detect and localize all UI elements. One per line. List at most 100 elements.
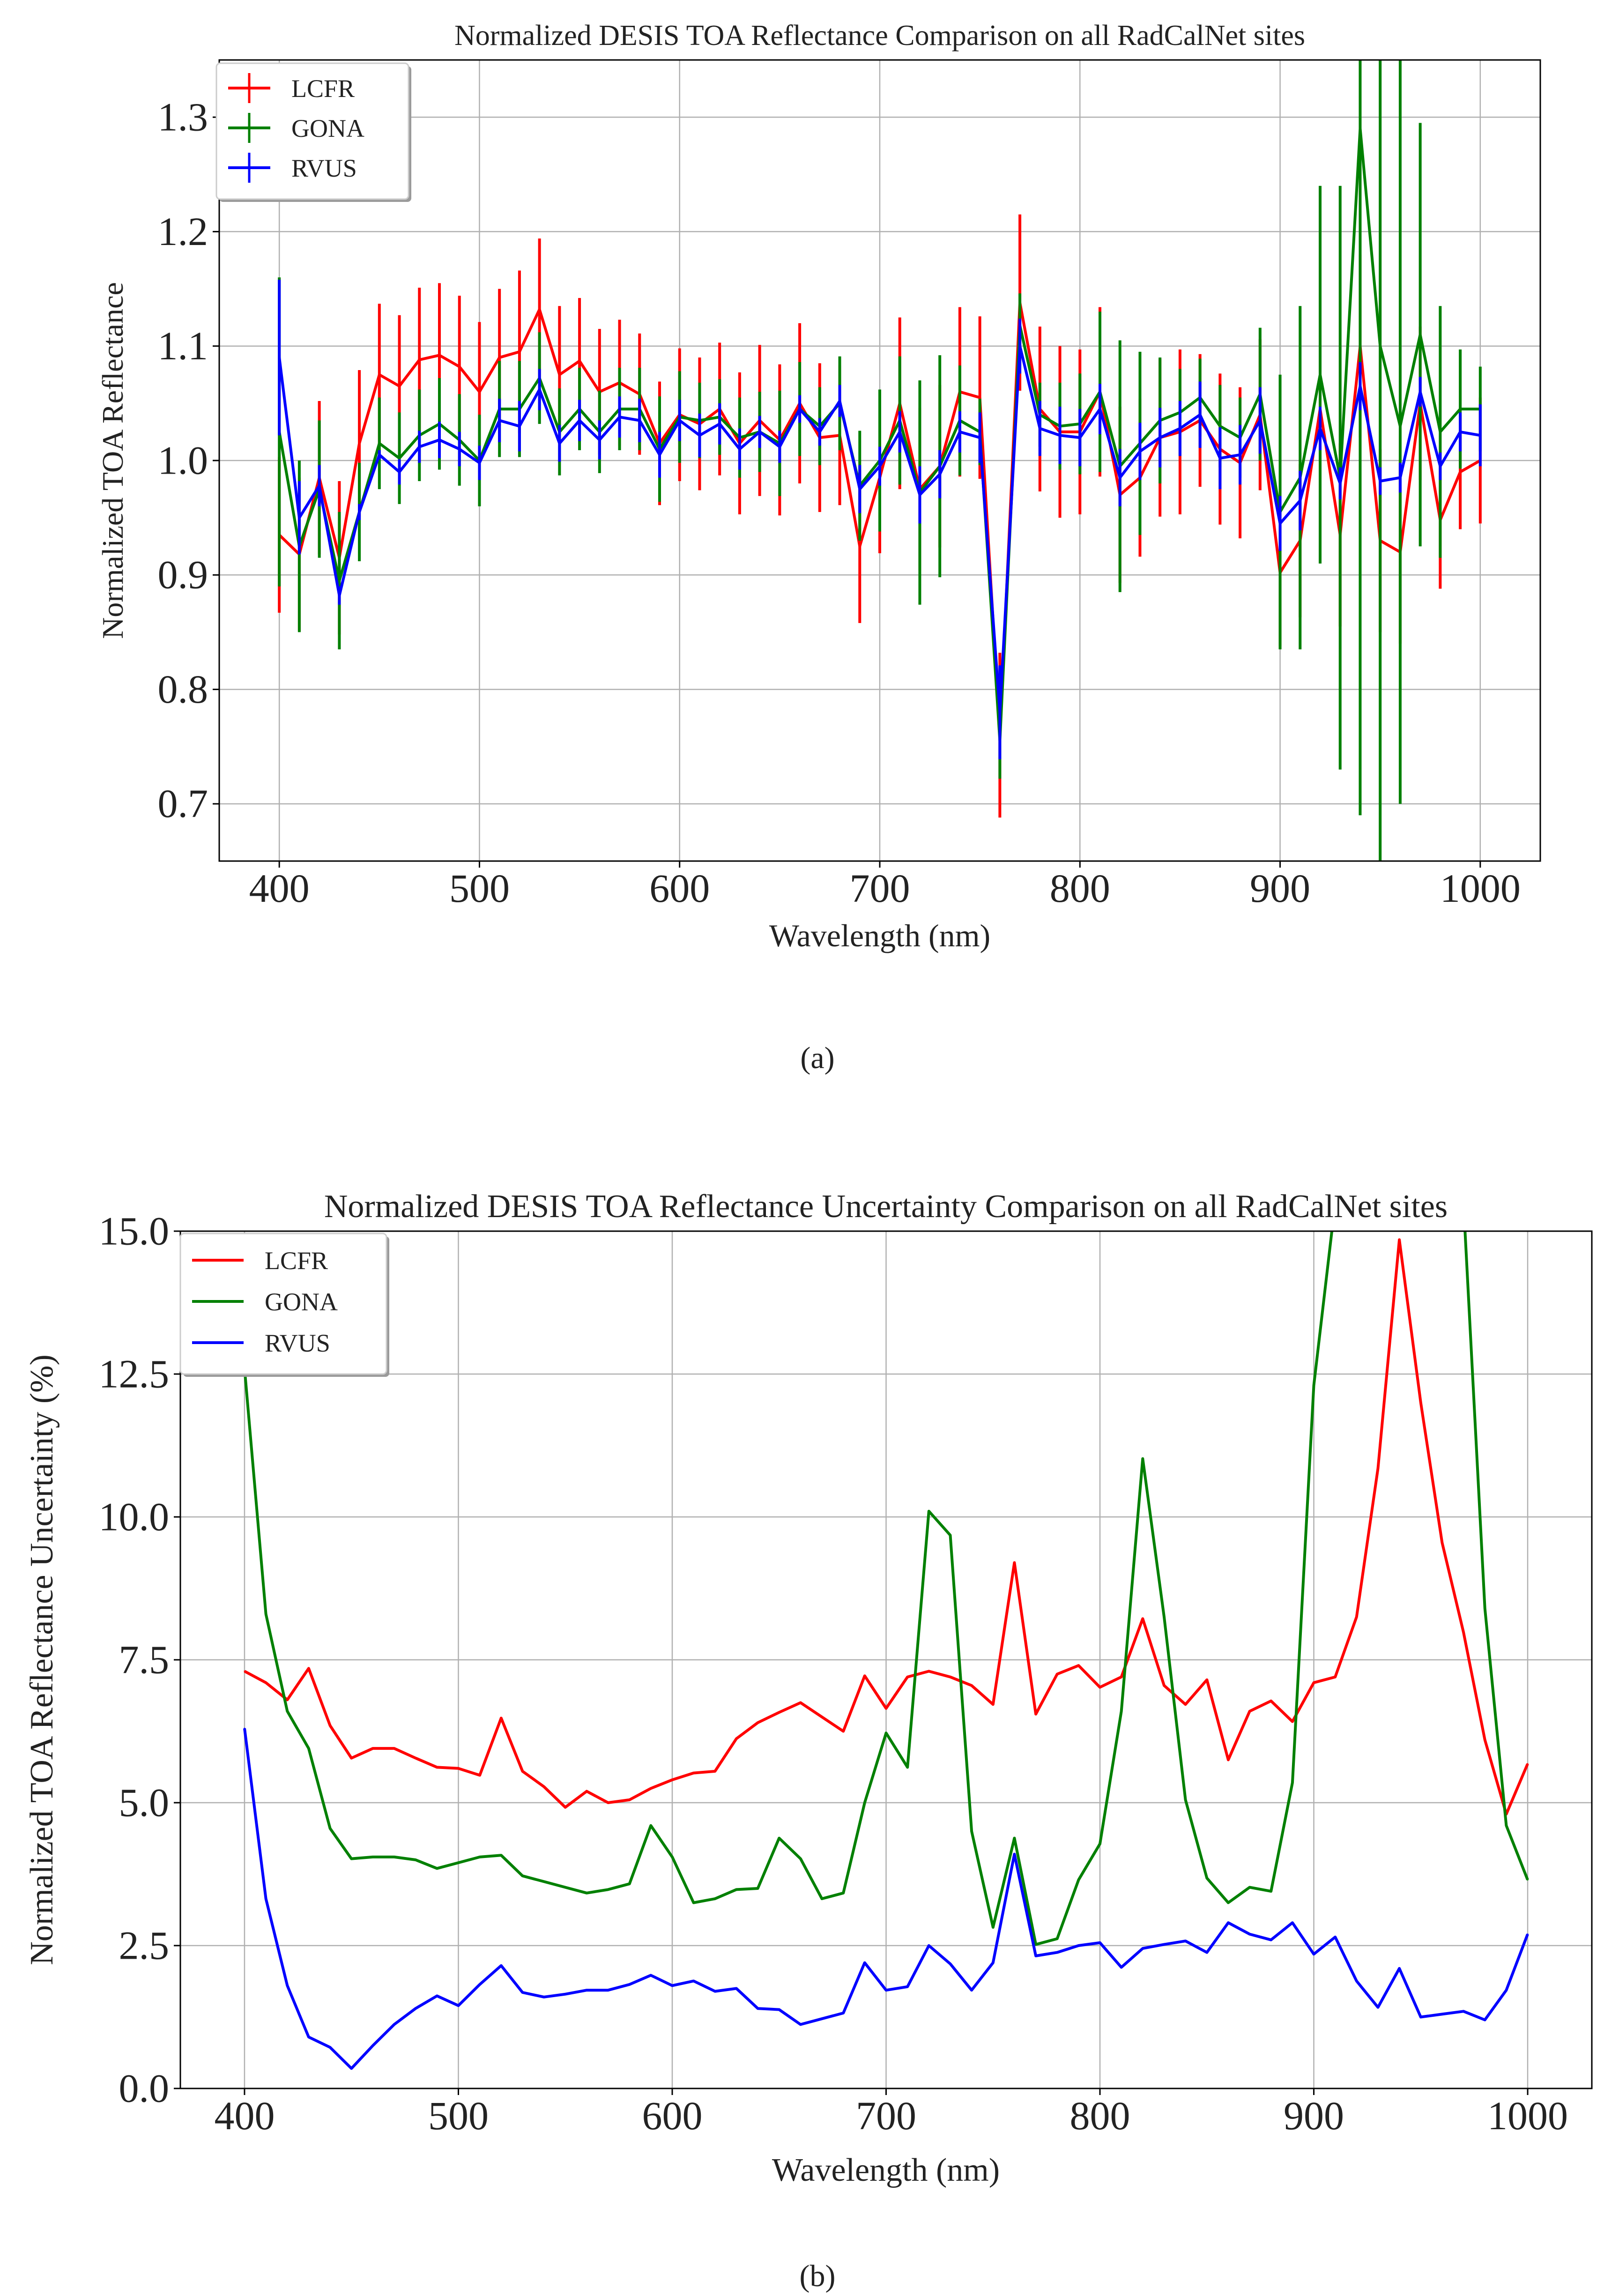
data-point <box>992 1926 994 1928</box>
x-tick-label: 800 <box>1050 866 1110 911</box>
ticks-a: 400 500 600 700 800 900 1000 0.7 0.8 0.9 1.0 1.1 1.2… <box>158 95 1521 911</box>
data-point <box>979 397 981 399</box>
y-tick-label: 12.5 <box>99 1351 170 1396</box>
x-tick-label: 700 <box>850 866 910 911</box>
data-point <box>286 1710 288 1712</box>
data-point <box>821 1898 823 1900</box>
x-tick-label: 1000 <box>1440 866 1521 911</box>
data-point <box>579 420 580 421</box>
data-point <box>415 1757 416 1759</box>
x-tick-label: 600 <box>642 2093 702 2138</box>
data-point <box>1527 1933 1529 1935</box>
y-tick-label: 10.0 <box>99 1494 170 1539</box>
data-point <box>479 1774 481 1776</box>
data-point <box>1056 1673 1058 1675</box>
data-point <box>693 1980 695 1982</box>
data-point <box>1420 2016 1422 2018</box>
data-point <box>1419 334 1421 335</box>
legend-label: RVUS <box>291 154 357 182</box>
data-point <box>757 1887 759 1889</box>
data-point <box>1505 1989 1507 1991</box>
data-point <box>1313 1682 1315 1684</box>
data-point <box>1099 1687 1101 1688</box>
legend-b: LCFR GONA RVUS <box>179 1233 389 1377</box>
data-point <box>278 357 280 358</box>
data-point <box>1227 1902 1229 1903</box>
data-point <box>698 434 700 436</box>
data-point <box>1377 1116 1379 1118</box>
data-point <box>459 366 460 368</box>
data-point <box>1420 1116 1421 1118</box>
data-point <box>629 1984 631 1985</box>
data-point <box>906 1676 908 1678</box>
data-point <box>1185 1940 1187 1942</box>
legend-item-gona: GONA <box>228 113 364 143</box>
data-point <box>1359 128 1361 130</box>
data-point <box>1398 1968 1400 1969</box>
data-point <box>1459 408 1461 410</box>
data-point <box>821 2018 823 2020</box>
data-point <box>1441 1542 1443 1544</box>
data-point <box>308 1747 310 1749</box>
legend-a: LCFR GONA RVUS <box>215 62 411 202</box>
data-point <box>714 1898 716 1900</box>
data-point <box>394 1747 395 1749</box>
data-point <box>1139 450 1141 452</box>
data-point <box>1249 1710 1251 1712</box>
series-group-b <box>243 1116 1529 2070</box>
data-point <box>478 462 480 464</box>
series-lcfr <box>244 1238 1529 1816</box>
data-point <box>265 1682 267 1684</box>
data-point <box>1292 1721 1293 1723</box>
data-point <box>1459 471 1461 473</box>
data-point <box>799 408 801 410</box>
data-point <box>1035 1713 1037 1715</box>
data-point <box>329 2046 331 2048</box>
data-point <box>1377 1467 1379 1469</box>
y-tick-label: 0.8 <box>158 667 208 712</box>
data-point <box>1185 1703 1187 1705</box>
data-point <box>1319 428 1321 430</box>
data-point <box>1270 1939 1272 1941</box>
data-point <box>521 1875 523 1877</box>
data-point <box>1159 437 1161 438</box>
data-point <box>1270 1700 1272 1702</box>
data-point <box>372 2045 374 2046</box>
data-point <box>714 1770 716 1772</box>
data-point <box>1419 391 1421 393</box>
x-tick-label: 500 <box>428 2093 489 2138</box>
data-point <box>1319 374 1321 376</box>
data-point <box>971 1830 973 1832</box>
data-point <box>379 374 380 376</box>
data-point <box>399 385 401 387</box>
data-point <box>1206 1877 1208 1879</box>
data-point <box>842 1892 844 1894</box>
data-point <box>1441 2013 1443 2015</box>
data-point <box>308 2036 310 2038</box>
data-point <box>949 1676 951 1678</box>
data-point <box>693 1902 695 1903</box>
data-point <box>286 1984 288 1986</box>
chart-panel-a: 400 500 600 700 800 900 1000 0.7 0.8 0.9 1.0 1.1 1.2… <box>96 20 1541 1075</box>
data-point <box>1356 1616 1358 1618</box>
data-point <box>1227 1759 1229 1761</box>
data-point <box>1142 1458 1144 1460</box>
data-point <box>1359 385 1361 387</box>
data-point <box>500 1717 502 1719</box>
legend-box <box>215 62 409 200</box>
data-point <box>358 511 360 513</box>
data-point <box>1379 345 1381 347</box>
x-tick-label: 800 <box>1070 2093 1130 2138</box>
data-point <box>821 1716 823 1718</box>
data-point <box>350 2067 352 2069</box>
data-point <box>1079 437 1081 438</box>
legend-label: GONA <box>265 1288 338 1316</box>
legend-label: LCFR <box>265 1247 328 1275</box>
y-tick-label: 15.0 <box>99 1208 170 1253</box>
data-point <box>564 1806 566 1808</box>
data-point <box>1398 1239 1400 1241</box>
x-tick-label: 700 <box>856 2093 916 2138</box>
y-tick-label: 1.3 <box>158 95 208 140</box>
data-point <box>478 391 480 393</box>
